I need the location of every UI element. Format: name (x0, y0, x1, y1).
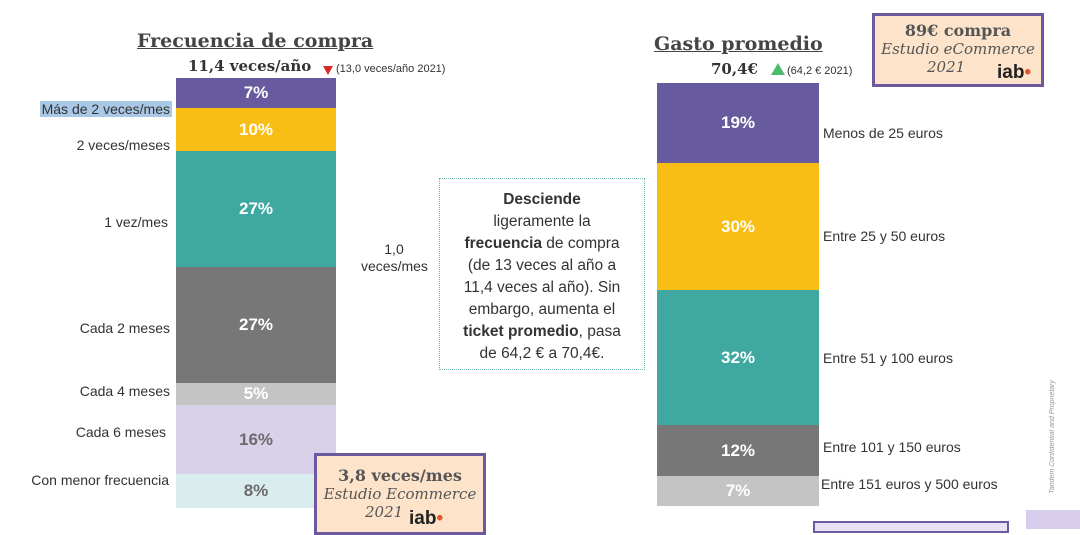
right-category-label: Entre 151 euros y 500 euros (821, 476, 998, 492)
box-year: 2021 (927, 58, 966, 76)
right-category-label: Entre 101 y 150 euros (823, 439, 961, 455)
bar-value-label: 5% (243, 384, 269, 403)
bar-segment: 19% (657, 83, 819, 163)
right-chart-headline: 70,4€ (711, 60, 758, 78)
box-year: 2021 (365, 503, 404, 521)
box-headline: 89€ compra (904, 21, 1012, 40)
bar-value-label: 32% (720, 347, 756, 367)
bar-segment: 8% (176, 474, 336, 508)
bar-value-label: 12% (720, 440, 756, 460)
bar-segment: 7% (176, 78, 336, 108)
right-category-label: Entre 51 y 100 euros (823, 350, 953, 366)
bar-value-label: 27% (238, 315, 274, 334)
confidential-note: Tandem Confidential and Proprietary (1049, 380, 1056, 494)
left-category-label: 2 veces/meses (76, 137, 170, 153)
previous-frequency-box: 3,8 veces/mes Estudio Ecommerce 2021 iab… (314, 453, 486, 535)
trend-up-icon (771, 63, 785, 75)
bar-value-label: 7% (725, 481, 751, 500)
left-category-label: Con menor frecuencia (31, 472, 169, 488)
callout-bold: Desciende (503, 191, 581, 208)
callout-line: 11,4 veces al año). Sin (463, 279, 621, 296)
callout-line: (de 13 veces al año a (467, 257, 617, 274)
bar-segment: 27% (176, 267, 336, 383)
right-category-label: Menos de 25 euros (823, 125, 943, 141)
box-study: Estudio Ecommerce (323, 485, 477, 503)
bar-value-label: 8% (243, 481, 269, 500)
bar-value-label: 7% (243, 83, 269, 102)
bar-segment: 32% (657, 290, 819, 425)
box-study: Estudio eCommerce (881, 40, 1035, 58)
left-category-label: 1 vez/mes (104, 214, 168, 230)
right-chart-title: Gasto promedio (654, 33, 823, 55)
right-category-label: Entre 25 y 50 euros (823, 228, 946, 244)
bar-segment: 12% (657, 425, 819, 476)
iab-logo: iab• (997, 62, 1032, 83)
left-chart-title: Frecuencia de compra (137, 30, 374, 52)
bar-segment: 10% (176, 108, 336, 151)
bar-segment: 7% (657, 476, 819, 506)
callout-line: de compra (542, 235, 620, 252)
bar-segment: 30% (657, 163, 819, 290)
callout-bold: ticket promedio (463, 323, 579, 340)
bar-value-label: 30% (720, 216, 756, 236)
bar-value-label: 19% (720, 113, 756, 132)
bar-segment: 16% (176, 405, 336, 474)
left-category-label: Cada 4 meses (79, 383, 170, 399)
callout-line: de 64,2 € a 70,4€. (479, 345, 605, 362)
previous-spend-box: 89€ compra Estudio eCommerce 2021 iab• (872, 13, 1044, 87)
left-category-label: Cada 6 meses (75, 424, 166, 440)
left-category-label: Cada 2 meses (79, 320, 170, 336)
bar-value-label: 10% (238, 119, 274, 139)
iab-logo: iab• (409, 508, 444, 529)
left-chart-previous: (13,0 veces/año 2021) (336, 63, 446, 75)
trend-down-icon (323, 66, 333, 75)
left-category-label: Más de 2 veces/mes (39, 101, 172, 117)
bar-segment: 27% (176, 151, 336, 267)
bar-segment: 5% (176, 383, 336, 405)
average-frequency-note: 1,0 veces/mes (361, 241, 428, 274)
box-headline: 3,8 veces/mes (338, 466, 462, 485)
decorative-box (813, 521, 1009, 533)
right-chart-previous: (64,2 € 2021) (787, 65, 853, 77)
left-chart-headline: 11,4 veces/año (188, 57, 312, 75)
callout-line: ligeramente la (493, 213, 591, 230)
bar-value-label: 27% (238, 199, 274, 218)
bar-value-label: 16% (238, 429, 274, 449)
callout-line: , pasa (578, 323, 621, 340)
decorative-box (1026, 510, 1080, 529)
callout-line: embargo, aumenta el (468, 301, 616, 318)
insight-callout: Desciende ligeramente la frecuencia de c… (439, 178, 645, 370)
callout-bold: frecuencia (464, 235, 542, 252)
